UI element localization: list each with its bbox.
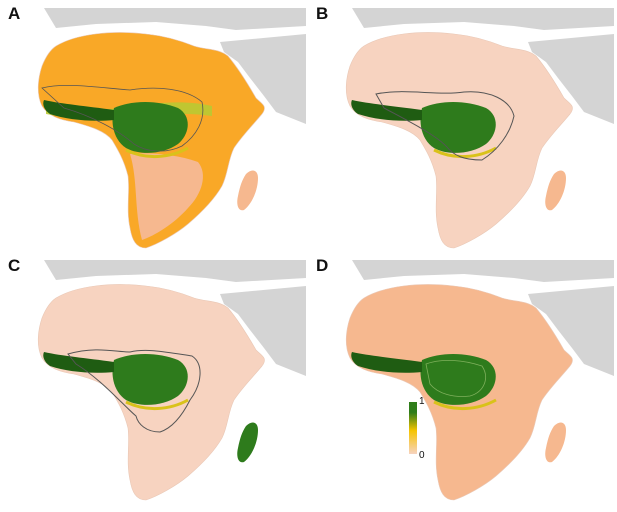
europe-landmass [44,260,306,282]
range-outline [375,91,515,161]
suitability-legend: 1 0 [405,396,445,462]
forest-fringe [433,398,497,411]
panel-label-c: C [8,256,21,275]
madagascar-landmass [545,170,566,211]
arabia-landmass [220,286,306,376]
panel-label-d: D [316,256,329,275]
africa-map-b [345,8,614,249]
madagascar-landmass [237,422,258,463]
forest-fringe [433,146,497,159]
africa-map-a [37,8,306,249]
panel-label-a: A [8,4,21,23]
legend-color-bar [409,402,417,454]
map-panel-a: A [6,4,306,256]
southern-africa-region [130,153,203,240]
forest-fringe [125,398,189,411]
europe-landmass [44,8,306,30]
arabia-landmass [528,34,614,124]
congo-forest-region [112,354,188,405]
map-panel-b: B [314,4,614,256]
range-outline [67,349,201,433]
congo-forest-region [420,354,496,405]
europe-landmass [352,8,614,30]
forest-fringe [125,146,189,159]
range-outline [41,85,204,152]
africa-map-d [345,260,614,501]
west-africa-forest-region [351,352,422,373]
madagascar-landmass [237,170,258,211]
europe-landmass [352,260,614,282]
panel-label-b: B [316,4,329,23]
arabia-landmass [528,286,614,376]
arabia-landmass [220,34,306,124]
legend-max-label: 1 [419,396,425,407]
madagascar-landmass [545,422,566,463]
inner-contour [425,360,486,397]
legend-min-label: 0 [419,450,425,461]
congo-forest-region [112,102,188,153]
west-africa-forest-region [351,100,422,121]
map-panel-d: D [314,256,614,508]
map-panel-c: C [6,256,306,508]
africa-map-c [37,260,306,501]
west-africa-forest-region [43,352,114,373]
